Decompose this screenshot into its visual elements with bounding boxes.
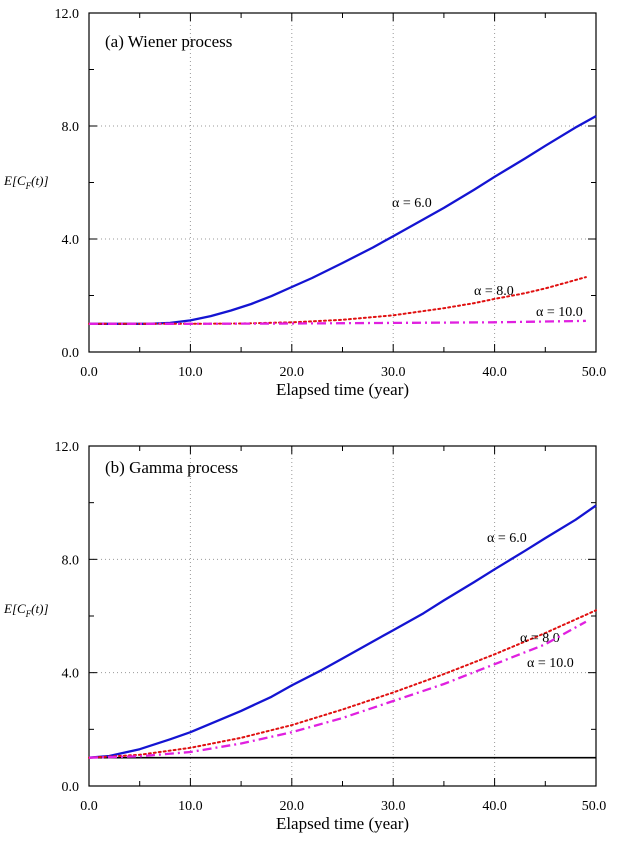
series-line — [88, 504, 597, 759]
y-tick-label: 4.0 — [62, 667, 80, 682]
series-line — [88, 609, 597, 759]
x-tick-label: 30.0 — [381, 799, 406, 814]
series-label: α = 6.0 — [392, 196, 432, 211]
y-tick-label: 4.0 — [62, 233, 80, 248]
x-tick-label: 10.0 — [178, 365, 203, 380]
x-tick-label: 0.0 — [80, 365, 98, 380]
y-axis-title: E[CF(t)] — [3, 601, 49, 619]
series-label: α = 10.0 — [527, 656, 574, 671]
series-line — [89, 319, 586, 325]
y-tick-label: 0.0 — [62, 346, 80, 361]
series-line — [88, 620, 587, 759]
y-tick-label: 8.0 — [62, 120, 80, 135]
x-axis-title: Elapsed time (year) — [276, 814, 409, 833]
panel-title: (b) Gamma process — [105, 458, 238, 477]
x-tick-label: 40.0 — [482, 799, 507, 814]
series-label: α = 8.0 — [474, 284, 514, 299]
y-tick-label: 8.0 — [62, 553, 80, 568]
y-tick-label: 0.0 — [62, 780, 80, 795]
x-tick-label: 30.0 — [381, 365, 406, 380]
x-tick-label: 50.0 — [582, 365, 607, 380]
series-label: α = 10.0 — [536, 305, 583, 320]
panel-title: (a) Wiener process — [105, 32, 232, 51]
y-axis-title: E[CF(t)] — [3, 173, 49, 191]
x-tick-label: 20.0 — [280, 799, 305, 814]
plot-frame — [88, 445, 597, 787]
x-tick-label: 0.0 — [80, 799, 98, 814]
x-tick-label: 50.0 — [582, 799, 607, 814]
plot-frame — [88, 12, 597, 353]
x-tick-label: 40.0 — [482, 365, 507, 380]
y-tick-label: 12.0 — [55, 440, 80, 455]
series-label: α = 6.0 — [487, 531, 527, 546]
x-tick-label: 20.0 — [280, 365, 305, 380]
chart-panel-a: 0.0 10.0 20.0 30.0 40.0 50.0 0.0 4.0 8.0 12.0 Elap… — [3, 7, 606, 399]
series-line — [89, 115, 597, 325]
x-axis-title: Elapsed time (year) — [276, 380, 409, 399]
y-tick-label: 12.0 — [55, 7, 80, 22]
x-tick-label: 10.0 — [178, 799, 203, 814]
chart-panel-b: 0.0 10.0 20.0 30.0 40.0 50.0 0.0 4.0 8.0 12.0 Elap… — [3, 440, 606, 833]
